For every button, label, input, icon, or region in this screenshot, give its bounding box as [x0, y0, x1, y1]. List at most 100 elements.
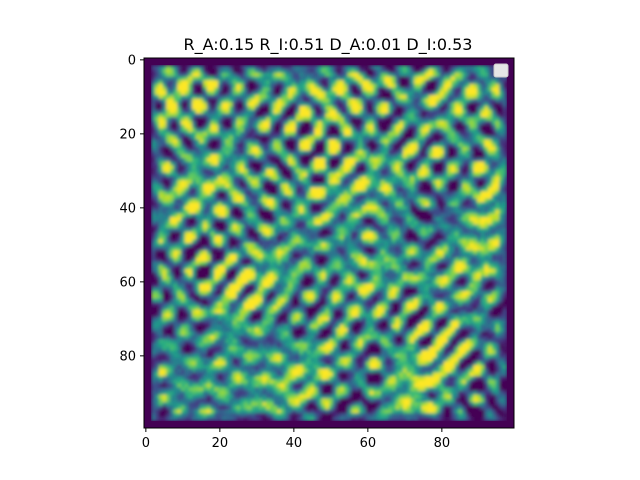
heatmap-cell: [451, 217, 456, 222]
heatmap-cell: [388, 180, 393, 185]
heatmap-cell: [299, 80, 304, 85]
heatmap-cell: [410, 95, 415, 100]
heatmap-cell: [247, 87, 252, 92]
heatmap-cell: [166, 176, 171, 181]
heatmap-cell: [465, 235, 470, 240]
heatmap-cell: [451, 202, 456, 207]
heatmap-cell: [388, 239, 393, 244]
heatmap-cell: [184, 220, 189, 225]
heatmap-cell: [240, 176, 245, 181]
heatmap-cell: [195, 220, 200, 225]
heatmap-cell: [432, 220, 437, 225]
heatmap-cell: [269, 65, 274, 70]
heatmap-cell: [465, 124, 470, 129]
heatmap-cell: [195, 165, 200, 170]
heatmap-cell: [362, 95, 367, 100]
heatmap-cell: [484, 169, 489, 174]
heatmap-cell: [317, 209, 322, 214]
heatmap-cell: [414, 76, 419, 81]
heatmap-cell: [251, 235, 256, 240]
heatmap-cell: [377, 254, 382, 259]
heatmap-cell: [491, 254, 496, 259]
heatmap-cell: [255, 231, 260, 236]
heatmap-cell: [388, 169, 393, 174]
heatmap-cell: [373, 83, 378, 88]
heatmap-cell: [166, 72, 171, 77]
heatmap-cell: [258, 146, 263, 151]
heatmap-cell: [303, 72, 308, 77]
heatmap-cell: [173, 187, 178, 192]
heatmap-cell: [188, 217, 193, 222]
heatmap-cell: [369, 161, 374, 166]
heatmap-cell: [425, 106, 430, 111]
heatmap-cell: [151, 87, 156, 92]
heatmap-cell: [314, 87, 319, 92]
heatmap-cell: [192, 172, 197, 177]
heatmap-cell: [440, 209, 445, 214]
heatmap-cell: [240, 143, 245, 148]
heatmap-cell: [321, 180, 326, 185]
heatmap-cell: [306, 187, 311, 192]
heatmap-cell: [369, 117, 374, 122]
heatmap-cell: [473, 76, 478, 81]
heatmap-cell: [369, 243, 374, 248]
heatmap-cell: [502, 206, 507, 211]
heatmap-cell: [158, 202, 163, 207]
heatmap-cell: [188, 65, 193, 70]
heatmap-cell: [421, 183, 426, 188]
heatmap-cell: [288, 239, 293, 244]
heatmap-cell: [417, 235, 422, 240]
heatmap-cell: [269, 217, 274, 222]
heatmap-cell: [195, 161, 200, 166]
heatmap-cell: [436, 109, 441, 114]
heatmap-cell: [399, 113, 404, 118]
heatmap-cell: [243, 187, 248, 192]
heatmap-cell: [177, 109, 182, 114]
heatmap-cell: [380, 157, 385, 162]
heatmap-cell: [388, 128, 393, 133]
heatmap-cell: [484, 143, 489, 148]
heatmap-cell: [447, 150, 452, 155]
heatmap-cell: [169, 206, 174, 211]
heatmap-cell: [436, 161, 441, 166]
heatmap-cell: [214, 102, 219, 107]
heatmap-cell: [473, 224, 478, 229]
heatmap-cell: [425, 191, 430, 196]
heatmap-cell: [499, 109, 504, 114]
heatmap-cell: [303, 254, 308, 259]
heatmap-cell: [284, 217, 289, 222]
heatmap-cell: [425, 239, 430, 244]
heatmap-cell: [247, 209, 252, 214]
heatmap-cell: [155, 132, 160, 137]
heatmap-cell: [314, 146, 319, 151]
heatmap-cell: [358, 213, 363, 218]
heatmap-cell: [451, 209, 456, 214]
heatmap-cell: [403, 98, 408, 103]
heatmap-cell: [317, 132, 322, 137]
heatmap-cell: [240, 194, 245, 199]
heatmap-cell: [329, 172, 334, 177]
heatmap-cell: [443, 80, 448, 85]
heatmap-cell: [343, 132, 348, 137]
heatmap-cell: [199, 180, 204, 185]
heatmap-cell: [484, 254, 489, 259]
heatmap-cell: [462, 102, 467, 107]
heatmap-cell: [425, 69, 430, 74]
heatmap-cell: [484, 209, 489, 214]
heatmap-cell: [343, 87, 348, 92]
heatmap-cell: [395, 213, 400, 218]
heatmap-cell: [262, 87, 267, 92]
heatmap-cell: [317, 76, 322, 81]
heatmap-cell: [488, 231, 493, 236]
heatmap-cell: [210, 231, 215, 236]
heatmap-cell: [288, 106, 293, 111]
heatmap-cell: [340, 109, 345, 114]
heatmap-cell: [436, 154, 441, 159]
heatmap-cell: [366, 80, 371, 85]
heatmap-cell: [499, 213, 504, 218]
heatmap-cell: [373, 76, 378, 81]
heatmap-cell: [347, 250, 352, 255]
heatmap-cell: [173, 206, 178, 211]
heatmap-cell: [203, 95, 208, 100]
heatmap-cell: [366, 202, 371, 207]
